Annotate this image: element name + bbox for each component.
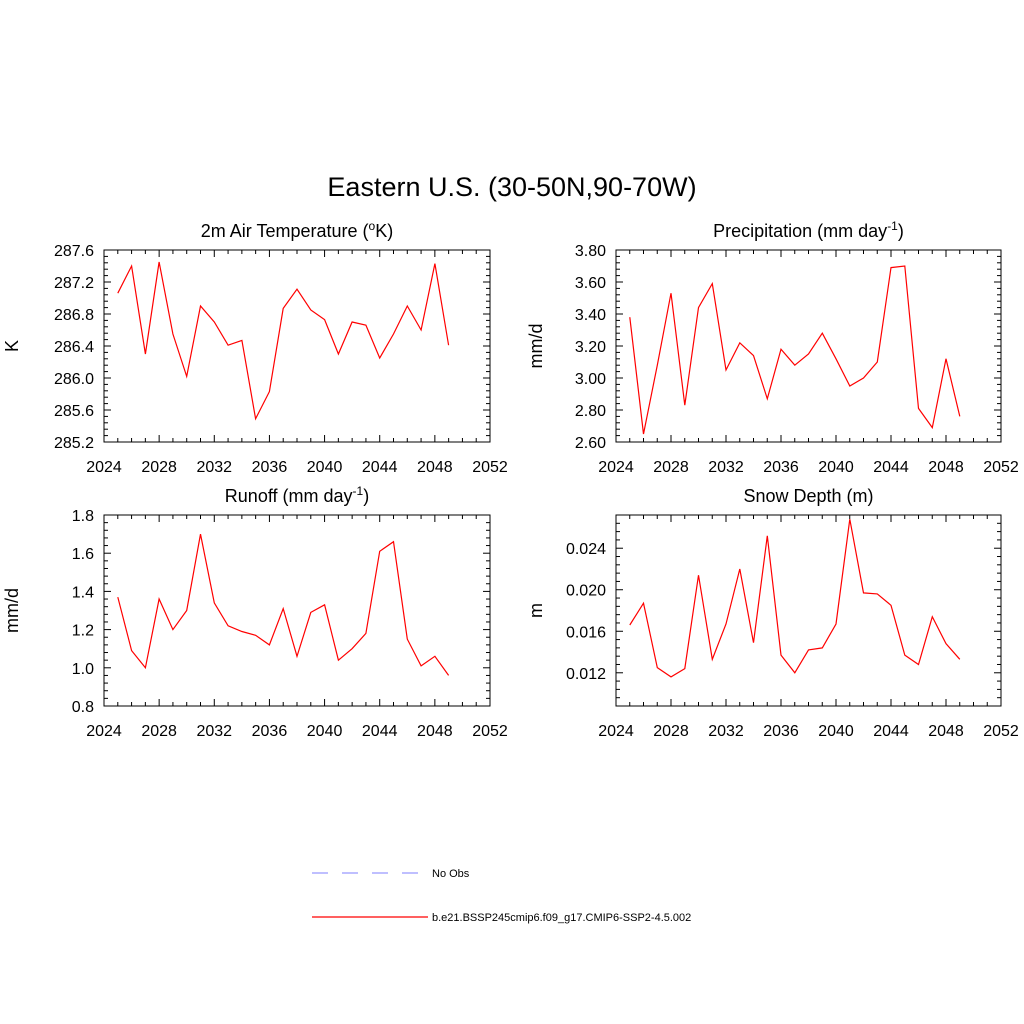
legend: No Obs b.e21.BSSP245cmip6.f09_g17.CMIP6-… xyxy=(312,868,691,924)
air-temperature-y-tick-label: 285.6 xyxy=(54,403,94,420)
snow-depth-plot-frame xyxy=(615,514,1002,707)
figure-title: Eastern U.S. (30-50N,90-70W) xyxy=(327,172,696,202)
air-temperature-x-tick-label: 2052 xyxy=(472,459,508,476)
runoff-x-tick-label: 2048 xyxy=(417,723,453,740)
air-temperature-y-tick-label: 286.4 xyxy=(54,339,94,356)
runoff-x-tick-label: 2024 xyxy=(86,723,122,740)
air-temperature-panel-title-end: K) xyxy=(375,221,393,241)
air-temperature-panel-title-sup: o xyxy=(369,219,376,233)
snow-depth-panel-title: Snow Depth (m) xyxy=(743,486,873,506)
precipitation-series-line xyxy=(629,265,961,435)
snow-depth-panel-title-main: Snow Depth (m) xyxy=(743,486,873,506)
air-temperature-y-axis-label: K xyxy=(2,340,22,352)
snow-depth-x-tick-label: 2036 xyxy=(763,723,799,740)
panel-runoff: 2024 2028 2032 2036 2040 2044 2048 2052 0.8 1.0 1.… xyxy=(2,484,508,740)
runoff-plot-frame xyxy=(103,514,491,707)
precipitation-y-tick-label: 3.60 xyxy=(575,275,606,292)
precipitation-y-tick-label: 3.40 xyxy=(575,307,606,324)
precipitation-panel-title-end: ) xyxy=(898,221,904,241)
snow-depth-y-axis-label: m xyxy=(526,603,546,618)
snow-depth-x-tick-label: 2032 xyxy=(708,723,744,740)
air-temperature-series-line xyxy=(117,261,450,421)
runoff-x-tick-label: 2052 xyxy=(472,723,508,740)
precipitation-x-tick-label: 2028 xyxy=(653,459,689,476)
air-temperature-x-tick-label: 2032 xyxy=(196,459,232,476)
air-temperature-x-tick-label: 2036 xyxy=(252,459,288,476)
snow-depth-y-tick-label: 0.020 xyxy=(566,583,606,600)
precipitation-panel-title: Precipitation (mm day-1) xyxy=(713,219,904,241)
runoff-series-line xyxy=(117,533,450,676)
runoff-y-tick-label: 1.8 xyxy=(72,508,94,525)
precipitation-x-tick-label: 2032 xyxy=(708,459,744,476)
snow-depth-x-tick-label: 2052 xyxy=(983,723,1019,740)
runoff-y-tick-label: 1.0 xyxy=(72,661,94,678)
snow-depth-series-line xyxy=(629,519,961,678)
chart-panels: 2024 2028 2032 2036 2040 2044 2048 2052 285.2 285… xyxy=(2,219,1019,740)
precipitation-x-tick-label: 2024 xyxy=(598,459,634,476)
air-temperature-y-tick-label: 285.2 xyxy=(54,435,94,452)
precipitation-y-tick-label: 3.20 xyxy=(575,339,606,356)
air-temperature-panel-title: 2m Air Temperature (oK) xyxy=(201,219,393,241)
precipitation-x-tick-label: 2040 xyxy=(818,459,854,476)
snow-depth-y-tick-label: 0.024 xyxy=(566,541,606,558)
precipitation-y-tick-label: 3.00 xyxy=(575,371,606,388)
runoff-x-tick-label: 2036 xyxy=(252,723,288,740)
snow-depth-y-tick-label: 0.012 xyxy=(566,666,606,683)
runoff-y-tick-label: 1.2 xyxy=(72,623,94,640)
air-temperature-x-tick-label: 2040 xyxy=(307,459,343,476)
runoff-panel-title: Runoff (mm day-1) xyxy=(225,484,369,506)
runoff-y-tick-label: 1.4 xyxy=(72,584,94,601)
panel-air-temperature: 2024 2028 2032 2036 2040 2044 2048 2052 285.2 285… xyxy=(2,219,508,476)
panel-snow-depth: 2024 2028 2032 2036 2040 2044 2048 2052 0.012 0.0… xyxy=(526,486,1019,740)
runoff-x-tick-label: 2040 xyxy=(307,723,343,740)
air-temperature-x-tick-label: 2024 xyxy=(86,459,122,476)
snow-depth-x-tick-label: 2024 xyxy=(598,723,634,740)
legend-no-obs-label: No Obs xyxy=(432,868,470,880)
precipitation-y-axis-label: mm/d xyxy=(526,324,546,369)
runoff-y-tick-label: 0.8 xyxy=(72,699,94,716)
air-temperature-x-tick-label: 2028 xyxy=(141,459,177,476)
runoff-y-axis-label: mm/d xyxy=(2,588,22,633)
snow-depth-x-tick-label: 2044 xyxy=(873,723,909,740)
precipitation-y-tick-label: 2.80 xyxy=(575,403,606,420)
snow-depth-x-tick-label: 2028 xyxy=(653,723,689,740)
runoff-y-tick-label: 1.6 xyxy=(72,546,94,563)
runoff-panel-title-main: Runoff (mm day xyxy=(225,486,353,506)
runoff-x-tick-label: 2032 xyxy=(196,723,232,740)
runoff-x-tick-label: 2028 xyxy=(141,723,177,740)
precipitation-x-tick-label: 2044 xyxy=(873,459,909,476)
snow-depth-x-tick-label: 2048 xyxy=(928,723,964,740)
runoff-panel-title-end: ) xyxy=(363,486,369,506)
precipitation-y-tick-label: 3.80 xyxy=(575,243,606,260)
runoff-x-tick-label: 2044 xyxy=(362,723,398,740)
precipitation-panel-title-sup: -1 xyxy=(887,219,898,233)
snow-depth-y-tick-label: 0.016 xyxy=(566,624,606,641)
air-temperature-y-tick-label: 286.8 xyxy=(54,307,94,324)
air-temperature-y-tick-label: 287.2 xyxy=(54,275,94,292)
precipitation-plot-frame xyxy=(615,249,1002,443)
panel-precipitation: 2024 2028 2032 2036 2040 2044 2048 2052 2.60 2.80… xyxy=(526,219,1019,476)
precipitation-y-tick-label: 2.60 xyxy=(575,435,606,452)
precipitation-x-tick-label: 2052 xyxy=(983,459,1019,476)
air-temperature-x-tick-label: 2044 xyxy=(362,459,398,476)
air-temperature-y-tick-label: 286.0 xyxy=(54,371,94,388)
runoff-panel-title-sup: -1 xyxy=(353,484,364,498)
precipitation-x-tick-label: 2036 xyxy=(763,459,799,476)
snow-depth-x-tick-label: 2040 xyxy=(818,723,854,740)
air-temperature-y-tick-label: 287.6 xyxy=(54,243,94,260)
legend-model-label: b.e21.BSSP245cmip6.f09_g17.CMIP6-SSP2-4.… xyxy=(432,912,691,924)
precipitation-panel-title-main: Precipitation (mm day xyxy=(713,221,887,241)
precipitation-x-tick-label: 2048 xyxy=(928,459,964,476)
air-temperature-panel-title-main: 2m Air Temperature ( xyxy=(201,221,369,241)
air-temperature-x-tick-label: 2048 xyxy=(417,459,453,476)
